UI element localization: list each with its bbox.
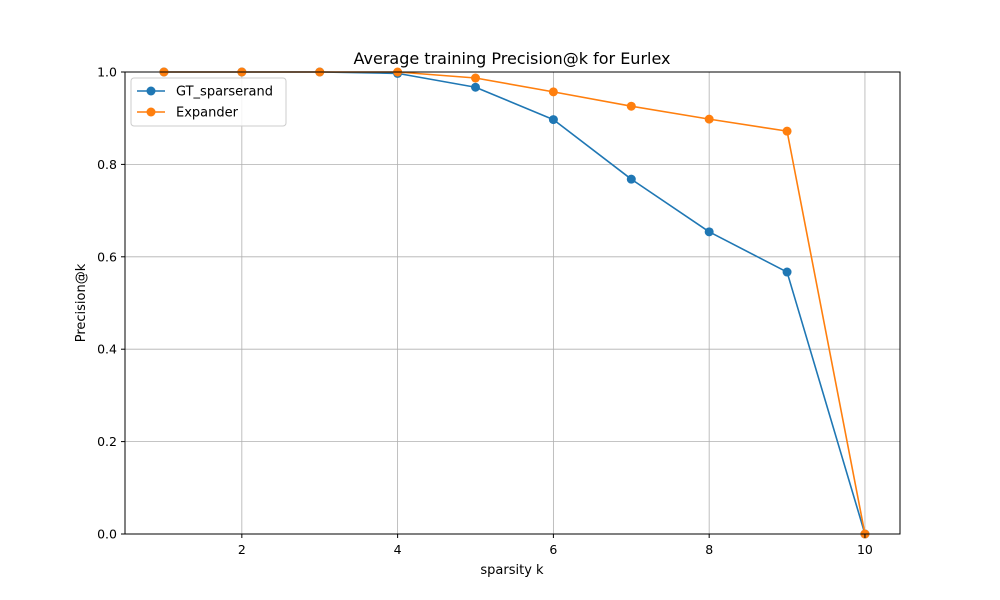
legend-entry: GT_sparserand [137,85,273,100]
data-point [626,101,636,111]
data-point [626,174,636,184]
y-axis: 0.0 0.2 0.4 0.6 0.8 1.0 [97,65,125,542]
x-tick-label: 2 [238,542,246,557]
y-tick-label: 0.0 [97,527,117,542]
x-tick-label: 8 [705,542,713,557]
legend-marker [146,107,156,117]
series-line [163,71,866,535]
legend: GT_sparserand Expander [130,77,287,127]
series-Expander [159,67,870,539]
legend-entry: Expander [137,106,239,121]
data-point [471,73,480,83]
legend-label: Expander [176,106,239,121]
x-axis: 2 4 6 8 10 [238,534,873,557]
data-point [704,227,714,237]
chart-title: Average training Precision@k for Eurlex [354,49,671,68]
legend-frame [130,77,287,127]
data-point [704,114,714,124]
data-point [782,267,792,277]
data-point [471,82,480,92]
x-tick-label: 6 [549,542,557,557]
data-point [548,115,558,125]
y-tick-label: 0.2 [97,434,117,449]
x-axis-label: sparsity k [480,563,544,578]
series-layer [159,67,870,539]
data-point [782,126,792,136]
y-tick-label: 0.8 [97,157,117,172]
x-tick-label: 4 [394,542,402,557]
y-tick-label: 0.6 [97,249,117,264]
plot-frame [124,71,901,535]
legend-label: GT_sparserand [176,85,273,100]
legend-marker [146,86,156,96]
y-axis-label: Precision@k [74,263,89,342]
x-tick-label: 10 [857,542,873,557]
data-point [548,87,558,97]
y-tick-label: 1.0 [97,65,117,80]
grid-lines [125,71,900,535]
series-GT_sparserand [159,67,870,539]
y-tick-label: 0.4 [97,342,117,357]
series-line [163,71,866,535]
